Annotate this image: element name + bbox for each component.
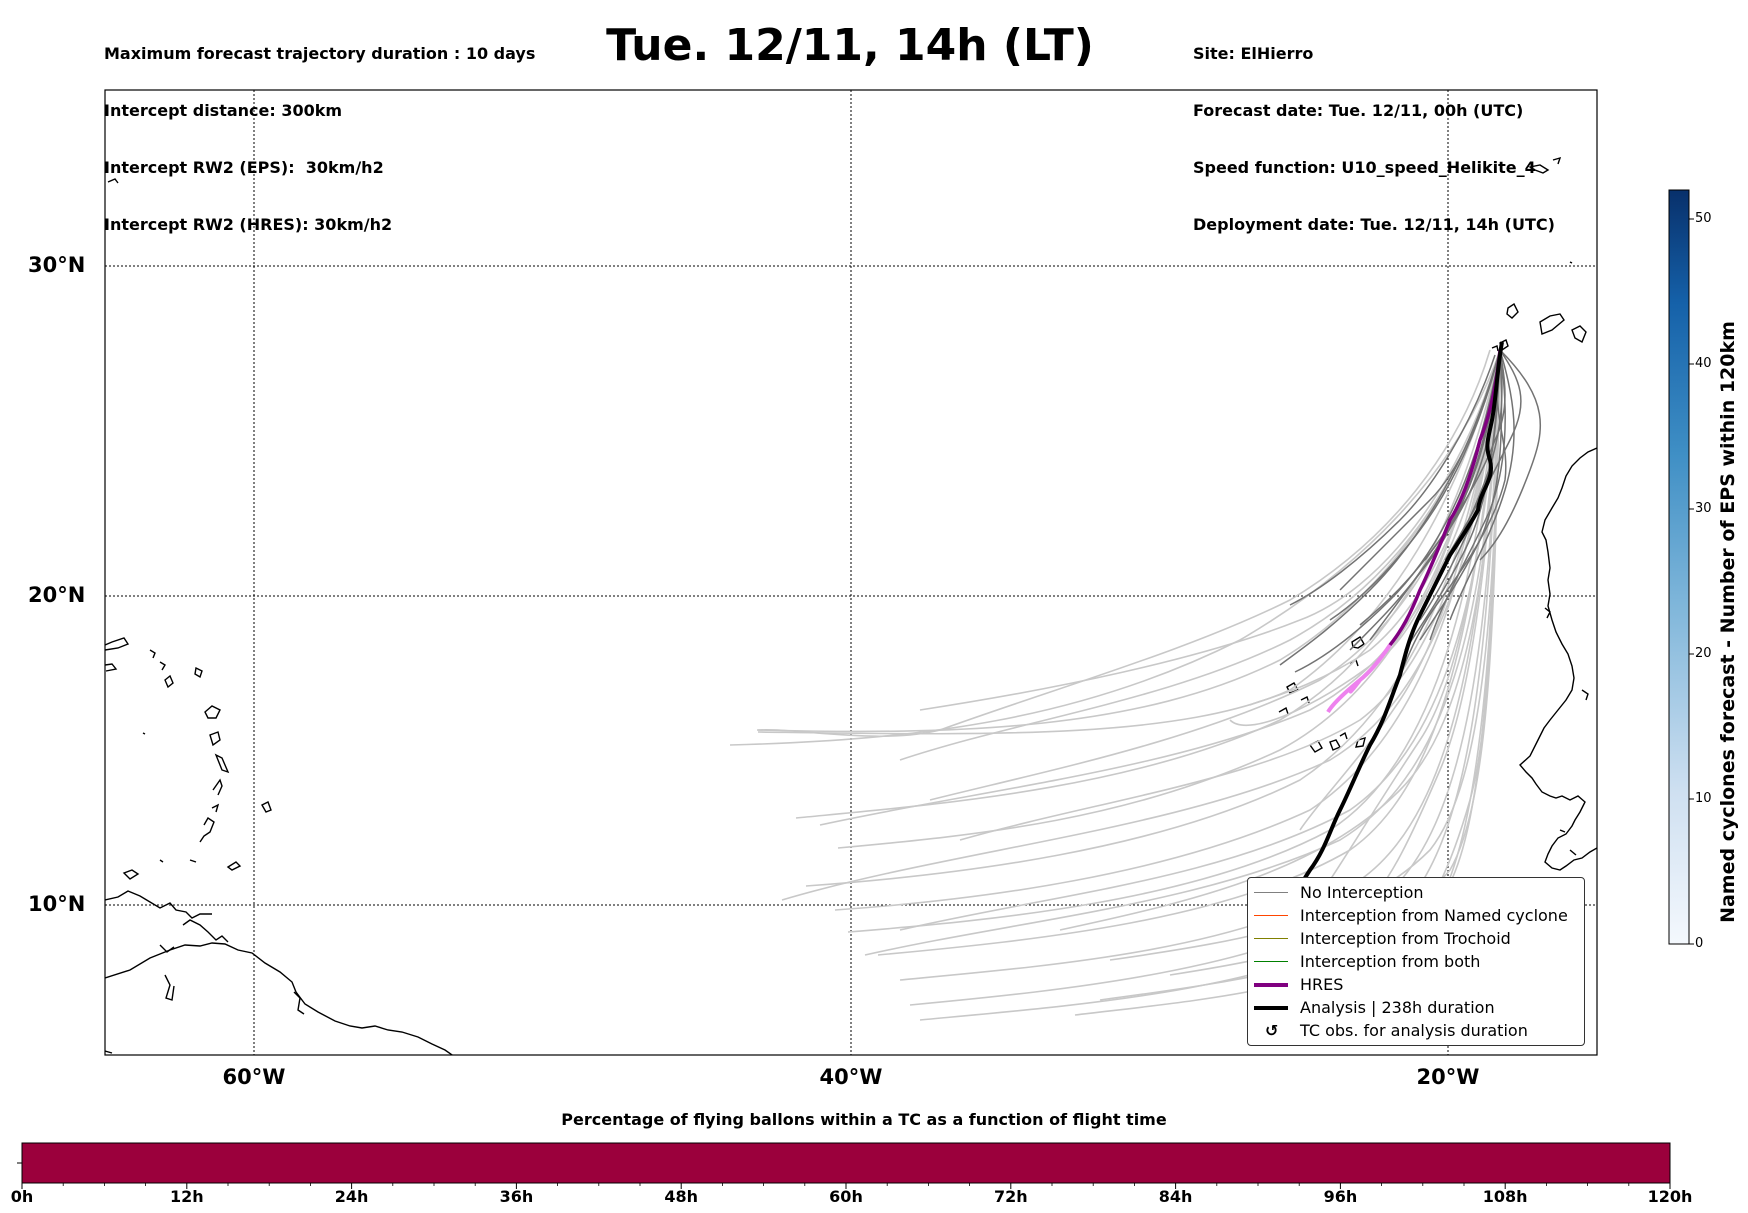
legend-item-tc-obs: ↺ TC obs. for analysis duration bbox=[1248, 1020, 1584, 1042]
legend-swatch bbox=[1254, 915, 1288, 916]
legend-item-hres: HRES bbox=[1248, 974, 1584, 996]
colorbar bbox=[1668, 189, 1690, 945]
legend-label: Interception from Named cyclone bbox=[1300, 906, 1568, 925]
time-label: 12h bbox=[169, 1187, 204, 1206]
colorbar-ticks bbox=[1689, 218, 1694, 945]
param-duration: Maximum forecast trajectory duration : 1… bbox=[104, 44, 536, 63]
time-label: 0h bbox=[10, 1187, 34, 1206]
time-label: 36h bbox=[499, 1187, 534, 1206]
time-label: 72h bbox=[993, 1187, 1028, 1206]
legend-label: Interception from Trochoid bbox=[1300, 929, 1511, 948]
colorbar-tick-label: 10 bbox=[1695, 791, 1712, 806]
legend-swatch bbox=[1254, 892, 1288, 893]
hres-trajectory-tail bbox=[1326, 643, 1392, 714]
legend-item-named-cyclone: Interception from Named cyclone bbox=[1248, 905, 1584, 927]
page-title: Tue. 12/11, 14h (LT) bbox=[606, 20, 1094, 71]
forecast-parameters: Maximum forecast trajectory duration : 1… bbox=[104, 6, 535, 253]
lon-label-20w: 20°W bbox=[1416, 1065, 1480, 1089]
time-label: 120h bbox=[1647, 1187, 1693, 1206]
colorbar-label: Named cyclones forecast - Number of EPS … bbox=[1717, 321, 1739, 923]
colorbar-tick-label: 30 bbox=[1695, 501, 1712, 516]
legend-item-trochoid: Interception from Trochoid bbox=[1248, 928, 1584, 950]
deployment-date: Deployment date: Tue. 12/11, 14h (UTC) bbox=[1193, 215, 1555, 234]
eps-trajectories-dark bbox=[1279, 349, 1542, 701]
legend-label: No Interception bbox=[1300, 883, 1424, 902]
time-label: 48h bbox=[664, 1187, 699, 1206]
time-label: 84h bbox=[1158, 1187, 1193, 1206]
analysis-trajectory bbox=[1288, 341, 1504, 906]
map-legend: No Interception Interception from Named … bbox=[1247, 877, 1585, 1046]
legend-label: HRES bbox=[1300, 975, 1344, 994]
lon-label-40w: 40°W bbox=[819, 1065, 883, 1089]
time-label: 24h bbox=[334, 1187, 369, 1206]
lat-label-20n: 20°N bbox=[28, 583, 86, 607]
colorbar-tick-label: 40 bbox=[1695, 356, 1712, 371]
legend-label: Analysis | 238h duration bbox=[1300, 998, 1495, 1017]
flight-time-title: Percentage of flying ballons within a TC… bbox=[561, 1110, 1167, 1129]
legend-swatch bbox=[1254, 983, 1288, 987]
time-label: 96h bbox=[1323, 1187, 1358, 1206]
legend-swatch bbox=[1254, 961, 1288, 962]
param-intercept-eps: Intercept RW2 (EPS): 30km/h2 bbox=[104, 158, 384, 177]
legend-label: Interception from both bbox=[1300, 952, 1481, 971]
flight-time-bar bbox=[21, 1142, 1671, 1184]
graticule bbox=[105, 90, 1597, 1055]
legend-item-both: Interception from both bbox=[1248, 951, 1584, 973]
legend-label: TC obs. for analysis duration bbox=[1300, 1021, 1528, 1040]
colorbar-tick-label: 50 bbox=[1695, 211, 1712, 226]
legend-item-no-interception: No Interception bbox=[1248, 882, 1584, 904]
colorbar-tick-label: 20 bbox=[1695, 646, 1712, 661]
time-label: 108h bbox=[1482, 1187, 1528, 1206]
legend-swatch bbox=[1254, 1006, 1288, 1010]
flight-time-ticks bbox=[17, 1162, 1671, 1189]
legend-swatch bbox=[1254, 938, 1288, 939]
speed-function: Speed function: U10_speed_Helikite_4 bbox=[1193, 158, 1536, 177]
time-label: 60h bbox=[829, 1187, 863, 1206]
lat-label-30n: 30°N bbox=[28, 253, 86, 277]
coastlines bbox=[105, 156, 1597, 1055]
param-intercept-distance: Intercept distance: 300km bbox=[104, 101, 343, 120]
lat-label-10n: 10°N bbox=[28, 892, 86, 916]
legend-item-analysis: Analysis | 238h duration bbox=[1248, 997, 1584, 1019]
colorbar-tick-label: 0 bbox=[1695, 936, 1704, 951]
site-name: Site: ElHierro bbox=[1193, 44, 1314, 63]
param-intercept-hres: Intercept RW2 (HRES): 30km/h2 bbox=[104, 215, 393, 234]
cyclone-symbol-icon: ↺ bbox=[1265, 1021, 1279, 1040]
lon-label-60w: 60°W bbox=[222, 1065, 286, 1089]
site-info: Site: ElHierro Forecast date: Tue. 12/11… bbox=[1193, 6, 1555, 253]
forecast-date: Forecast date: Tue. 12/11, 00h (UTC) bbox=[1193, 101, 1524, 120]
